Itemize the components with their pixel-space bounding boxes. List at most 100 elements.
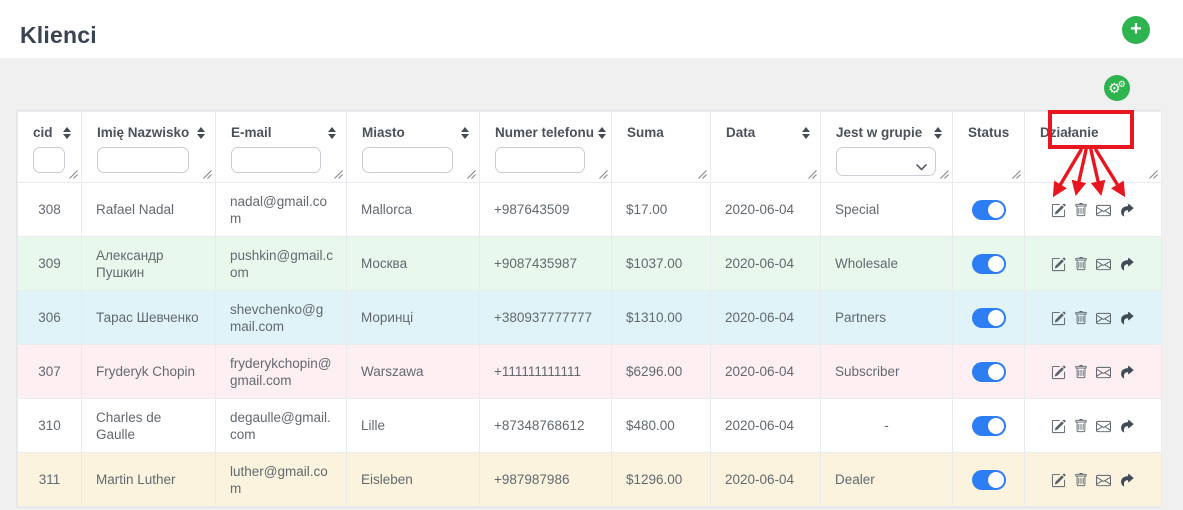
edit-button[interactable]: [1051, 365, 1066, 380]
edit-icon: [1051, 257, 1066, 275]
share-button[interactable]: [1119, 419, 1135, 433]
column-resize-grip[interactable]: [202, 169, 212, 179]
sort-icon[interactable]: [328, 126, 336, 139]
table-row: 309 Александр Пушкин pushkin@gmail.com Моск…: [17, 236, 1162, 291]
cell-name: Fryderyk Chopin: [81, 344, 216, 399]
share-icon: [1119, 204, 1135, 220]
column-header-city: Miasto: [346, 111, 480, 183]
cell-sum: $1037.00: [611, 236, 711, 291]
share-icon: [1119, 366, 1135, 382]
envelope-button[interactable]: [1096, 365, 1111, 380]
edit-button[interactable]: [1051, 203, 1066, 218]
table-row: 310 Charles de Gaulle degaulle@gmail.com Li…: [17, 398, 1162, 453]
status-cell: [952, 344, 1025, 399]
envelope-button[interactable]: [1096, 311, 1111, 326]
envelope-icon: [1096, 204, 1111, 221]
cell-cid: 308: [17, 182, 82, 237]
edit-button[interactable]: [1051, 419, 1066, 434]
sort-icon[interactable]: [197, 126, 205, 139]
share-button[interactable]: [1119, 203, 1135, 217]
sort-icon[interactable]: [802, 126, 810, 139]
filter-phone-input[interactable]: [495, 147, 586, 173]
filter-city-input[interactable]: [362, 147, 454, 173]
trash-icon: [1074, 419, 1088, 436]
cell-sum: $1310.00: [611, 290, 711, 345]
cell-date: 2020-06-04: [710, 398, 821, 453]
status-toggle[interactable]: [971, 361, 1006, 382]
envelope-button[interactable]: [1096, 419, 1111, 434]
table-row: 308 Rafael Nadal nadal@gmail.com Mallorca +9…: [17, 182, 1162, 237]
settings-button[interactable]: ⚙ ⚙: [1104, 75, 1130, 101]
trash-button[interactable]: [1074, 473, 1088, 487]
trash-icon: [1074, 365, 1088, 382]
share-button[interactable]: [1119, 257, 1135, 271]
filter-name-input[interactable]: [97, 147, 189, 173]
column-resize-grip[interactable]: [466, 169, 476, 179]
column-resize-grip[interactable]: [1011, 169, 1021, 179]
envelope-button[interactable]: [1096, 257, 1111, 272]
trash-button[interactable]: [1074, 311, 1088, 325]
column-resize-grip[interactable]: [68, 169, 78, 179]
action-cell: [1024, 344, 1162, 399]
filter-cid-input[interactable]: [33, 147, 65, 173]
status-toggle[interactable]: [971, 253, 1006, 274]
trash-icon: [1074, 311, 1088, 328]
cell-phone: +380937777777: [479, 290, 612, 345]
column-header-phone: Numer telefonu: [479, 111, 612, 183]
cell-date: 2020-06-04: [710, 236, 821, 291]
column-resize-grip[interactable]: [598, 169, 608, 179]
status-toggle[interactable]: [971, 415, 1006, 436]
status-toggle[interactable]: [971, 199, 1006, 220]
status-toggle[interactable]: [971, 307, 1006, 328]
share-button[interactable]: [1119, 473, 1135, 487]
sort-icon[interactable]: [598, 126, 607, 139]
column-label-email: E-mail: [231, 125, 272, 140]
column-header-cid: cid: [17, 111, 82, 183]
add-client-button[interactable]: +: [1122, 16, 1150, 44]
filter-email-input[interactable]: [231, 147, 321, 173]
table-row: 306 Тарас Шевченко shevchenko@gmail.com Мор…: [17, 290, 1162, 345]
envelope-button[interactable]: [1096, 473, 1111, 488]
trash-button[interactable]: [1074, 365, 1088, 379]
cell-date: 2020-06-04: [710, 452, 821, 507]
edit-button[interactable]: [1051, 257, 1066, 272]
cell-group: Special: [820, 182, 953, 237]
envelope-icon: [1096, 366, 1111, 383]
group-filter-select[interactable]: [836, 147, 936, 176]
share-button[interactable]: [1119, 311, 1135, 325]
envelope-icon: [1096, 420, 1111, 437]
trash-button[interactable]: [1074, 257, 1088, 271]
edit-button[interactable]: [1051, 473, 1066, 488]
column-resize-grip[interactable]: [1148, 169, 1158, 179]
clients-table-card: cid Imię Nazwisko E-mail Miasto Numer telefo…: [16, 110, 1162, 508]
cell-phone: +87348768612: [479, 398, 612, 453]
cell-sum: $1296.00: [611, 452, 711, 507]
cell-city: Lille: [346, 398, 480, 453]
gears-icon: ⚙: [1108, 80, 1121, 96]
column-label-name: Imię Nazwisko: [97, 125, 190, 140]
action-cell: [1024, 290, 1162, 345]
cell-email: nadal@gmail.com: [215, 182, 347, 237]
share-button[interactable]: [1119, 365, 1135, 379]
trash-button[interactable]: [1074, 419, 1088, 433]
envelope-button[interactable]: [1096, 203, 1111, 218]
column-resize-grip[interactable]: [333, 169, 343, 179]
column-resize-grip[interactable]: [697, 169, 707, 179]
sort-icon[interactable]: [461, 126, 469, 139]
action-cell: [1024, 182, 1162, 237]
column-header-sum: Suma: [611, 111, 711, 183]
sort-icon[interactable]: [934, 126, 942, 139]
cell-name: Александр Пушкин: [81, 236, 216, 291]
clients-table: cid Imię Nazwisko E-mail Miasto Numer telefo…: [17, 111, 1162, 507]
column-resize-grip[interactable]: [807, 169, 817, 179]
column-resize-grip[interactable]: [939, 169, 949, 179]
cell-date: 2020-06-04: [710, 290, 821, 345]
status-toggle[interactable]: [971, 469, 1006, 490]
edit-icon: [1051, 473, 1066, 491]
sort-icon[interactable]: [63, 126, 71, 139]
top-bar: Klienci: [0, 0, 1183, 58]
edit-button[interactable]: [1051, 311, 1066, 326]
share-icon: [1119, 258, 1135, 274]
cell-name: Rafael Nadal: [81, 182, 216, 237]
trash-button[interactable]: [1074, 203, 1088, 217]
